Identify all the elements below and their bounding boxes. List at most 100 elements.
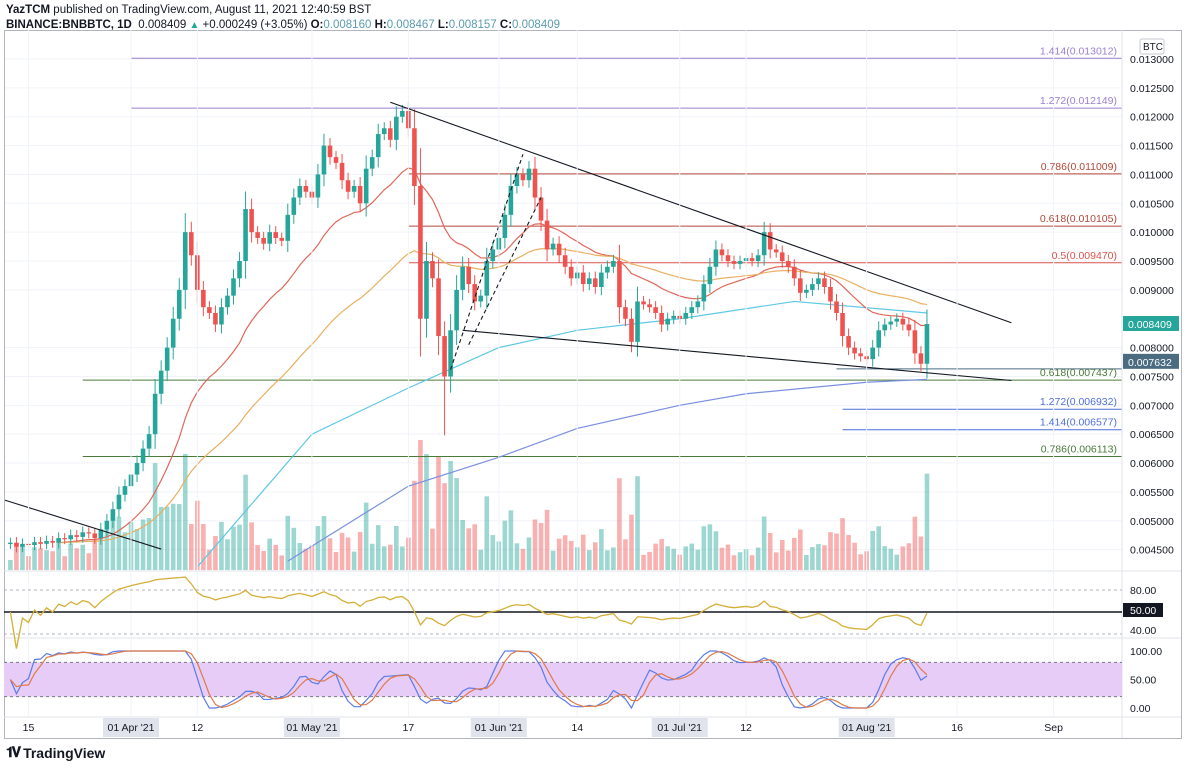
candle — [840, 312, 845, 337]
volume-bar — [761, 516, 767, 570]
candle — [586, 278, 592, 285]
candle — [828, 286, 833, 302]
candle — [773, 249, 779, 253]
price-tick-label: 0.007000 — [1130, 400, 1174, 412]
symbol-label[interactable]: BINANCE:BNBBTC, 1D — [6, 19, 132, 31]
volume-bar — [297, 543, 303, 570]
candle — [182, 232, 188, 290]
time-tick-highlight — [103, 718, 159, 737]
volume-bar — [74, 548, 80, 570]
candle — [647, 304, 652, 308]
candle — [237, 261, 242, 279]
support-price-tag — [1123, 353, 1179, 369]
chart-header: YazTCM published on TradingView.com, Aug… — [6, 3, 560, 33]
volume-bar — [725, 544, 731, 570]
candle — [785, 261, 791, 267]
candle — [442, 336, 447, 377]
open-value: 0.008160 — [323, 19, 372, 31]
volume-bar — [532, 519, 538, 570]
candle — [550, 243, 556, 250]
candle — [375, 134, 381, 158]
time-tick-label: 14 — [571, 722, 583, 734]
trendline-channel-lower — [450, 154, 524, 370]
candle — [665, 318, 670, 325]
volume-bar — [755, 547, 761, 570]
chart-frame — [4, 30, 1182, 739]
volume-bar — [785, 550, 791, 570]
candle — [50, 540, 55, 543]
trendline-channel-upper — [468, 197, 542, 345]
volume-bar — [436, 456, 441, 570]
volume-bar — [653, 543, 658, 570]
fib-level-label: 0.618(0.007437) — [1040, 367, 1117, 379]
fib-level-label: 1.272(0.012149) — [1040, 95, 1117, 107]
candle — [906, 324, 912, 331]
volume-bar — [484, 496, 490, 570]
candle — [707, 266, 713, 285]
volume-bar — [219, 521, 224, 570]
tradingview-brand[interactable]: 𝟏𝐕 TradingView — [6, 744, 105, 761]
time-tick-label: 12 — [740, 722, 752, 734]
volume-bar — [538, 523, 544, 570]
volume-bar — [189, 524, 194, 570]
price-tick-label: 0.009000 — [1130, 285, 1174, 297]
fib-level-label: 0.618(0.010105) — [1040, 213, 1117, 225]
candle — [599, 272, 604, 287]
ema-20 — [58, 167, 927, 544]
volume-bar — [400, 546, 405, 570]
candle — [363, 168, 369, 204]
moving-average-ma200 — [287, 378, 927, 562]
volume-bar — [731, 555, 737, 570]
candle — [261, 237, 266, 244]
volume-bar — [430, 528, 435, 570]
volume-bar — [737, 552, 743, 570]
volume-bar — [647, 551, 652, 570]
price-tick-label: 0.011000 — [1130, 169, 1173, 181]
volume-bar — [170, 503, 176, 570]
price-tick-label: 0.012500 — [1130, 83, 1174, 95]
volume-bar — [424, 454, 429, 570]
volume-bar — [44, 550, 49, 570]
candle — [526, 168, 532, 181]
price-change: +0.000249 (+3.05%) — [202, 19, 308, 31]
candle — [556, 243, 562, 256]
volume-bar — [767, 533, 773, 570]
time-tick-highlight — [838, 718, 895, 737]
tradingview-logo-icon: 𝟏𝐕 — [6, 744, 21, 760]
candle — [321, 145, 327, 175]
candle — [912, 330, 918, 354]
volume-bar — [279, 555, 285, 570]
volume-bar — [261, 550, 266, 570]
candle — [104, 520, 110, 530]
volume-bar — [249, 522, 254, 570]
price-tick-label: 0.013000 — [1130, 54, 1174, 66]
candle — [701, 284, 707, 302]
stoch-d-line — [9, 650, 928, 709]
candle — [816, 278, 821, 285]
publisher-name[interactable]: YazTCM — [6, 4, 51, 16]
candle — [478, 295, 484, 302]
candle — [562, 255, 568, 267]
candle — [122, 486, 128, 495]
volume-bar — [345, 537, 351, 570]
ema-50 — [58, 247, 928, 544]
volume-bar — [882, 546, 888, 570]
candle — [810, 284, 815, 290]
price-tick-label: 0.006000 — [1130, 458, 1174, 470]
volume-bar — [237, 524, 242, 570]
price-tick-label: 0.007500 — [1130, 371, 1174, 383]
published-text: published on TradingView.com, August 11,… — [53, 4, 372, 16]
candle — [219, 307, 224, 325]
volume-bar — [321, 516, 327, 570]
candle — [394, 116, 399, 140]
volume-bar — [544, 509, 550, 570]
volume-bar — [876, 526, 882, 570]
time-tick-label: 15 — [23, 722, 35, 734]
close-label: C: — [499, 19, 513, 31]
volume-bar — [508, 510, 514, 570]
time-tick-label: 01 May '21 — [286, 722, 337, 734]
candle — [62, 538, 67, 540]
volume-bar — [683, 546, 689, 570]
candle — [514, 174, 520, 186]
